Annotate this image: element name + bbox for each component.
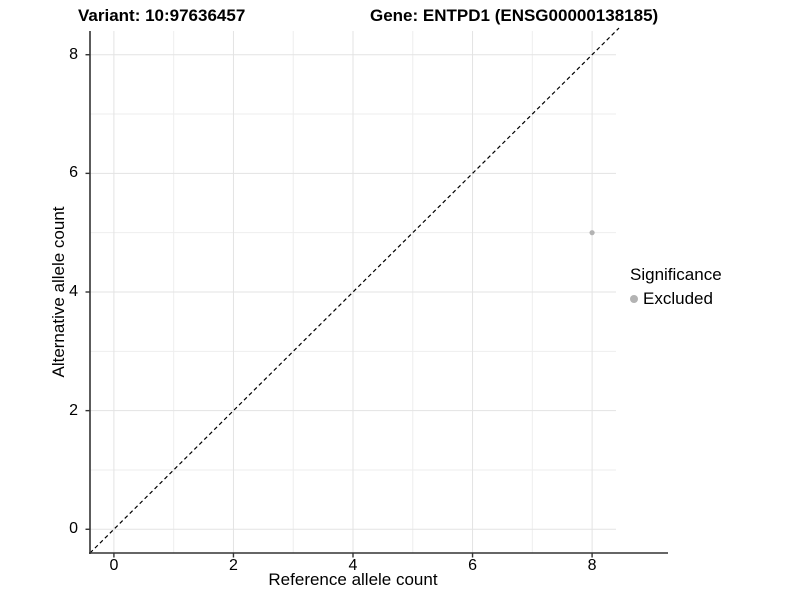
legend-item-excluded: Excluded xyxy=(630,289,722,309)
x-axis-title: Reference allele count xyxy=(268,570,438,589)
legend-title: Significance xyxy=(630,265,722,284)
x-tick-label: 2 xyxy=(229,557,238,574)
y-tick-label: 6 xyxy=(69,164,78,182)
x-tick-label: 6 xyxy=(468,557,477,574)
gene-title: Gene: ENTPD1 (ENSG00000138185) xyxy=(370,6,659,25)
y-tick-label: 8 xyxy=(69,45,78,63)
y-tick-label: 2 xyxy=(69,401,78,419)
y-tick-label: 4 xyxy=(69,283,78,300)
identity-reference-line xyxy=(89,27,620,554)
x-tick-label: 4 xyxy=(348,557,358,574)
legend-point-icon xyxy=(630,295,638,303)
y-tick-label: 0 xyxy=(69,520,78,538)
x-tick-label: 8 xyxy=(587,557,597,574)
data-point xyxy=(589,230,595,236)
x-tick-label: 0 xyxy=(109,557,119,574)
legend: Significance Excluded xyxy=(630,265,722,309)
variant-title: Variant: 10:97636457 xyxy=(78,6,246,25)
legend-item-label: Excluded xyxy=(643,289,713,308)
